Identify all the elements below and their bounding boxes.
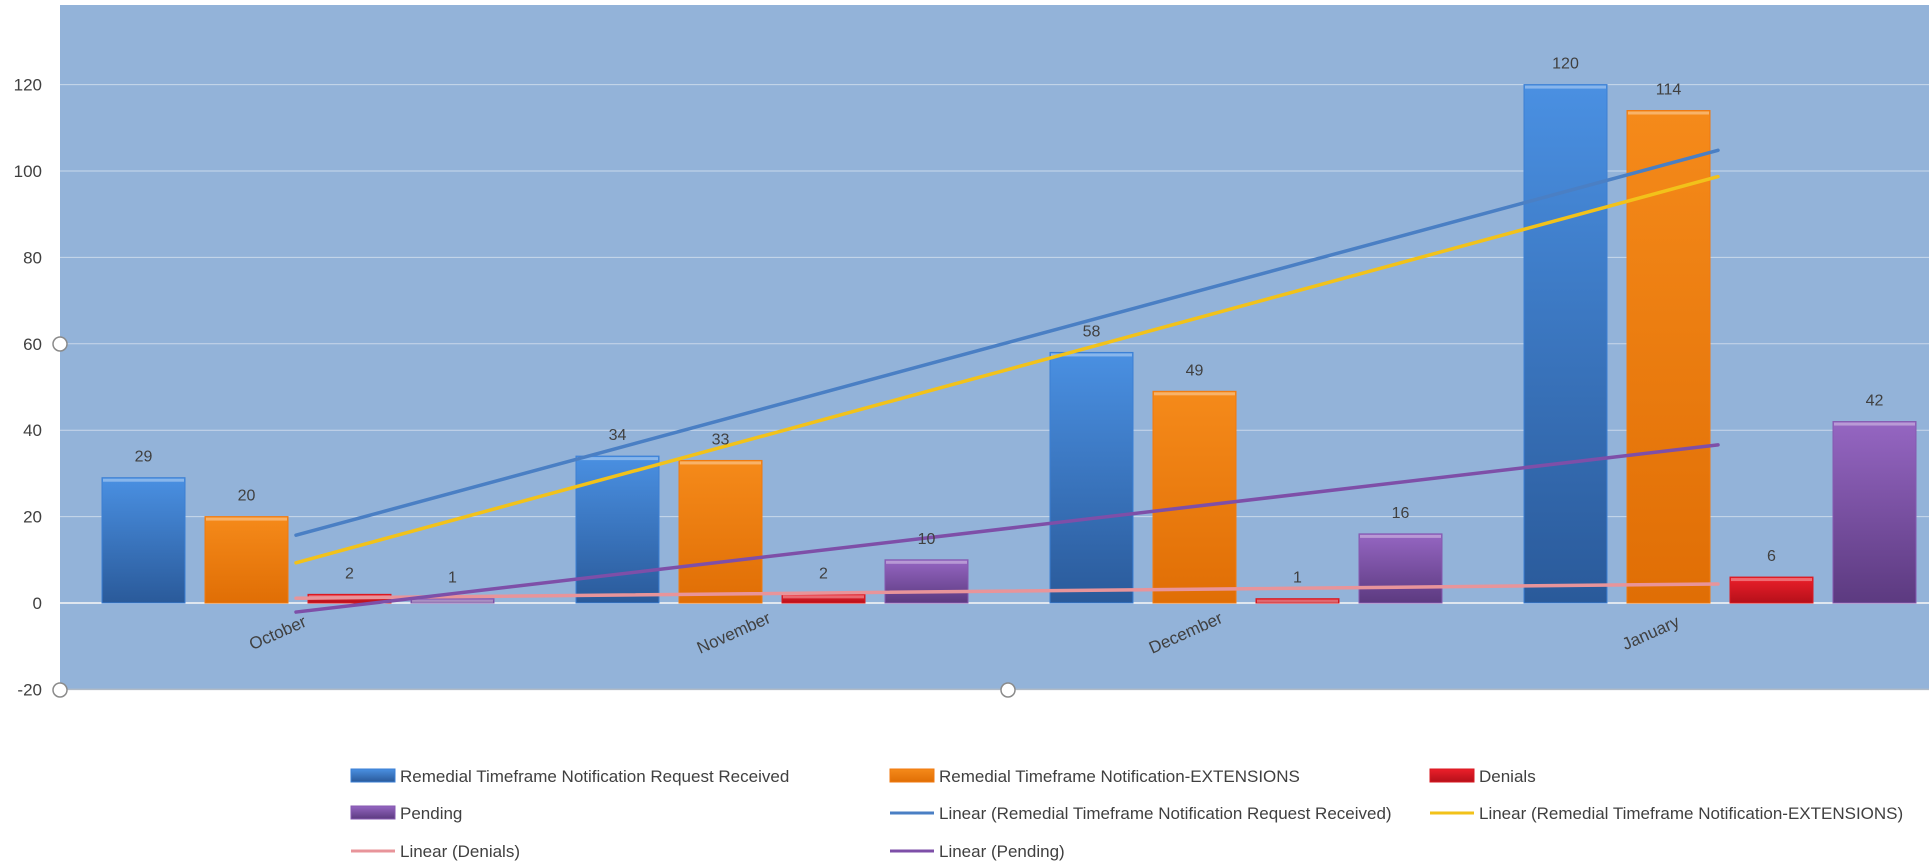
data-label: 10 [918,531,936,548]
bar [1255,598,1340,604]
y-tick-label: 40 [23,421,42,440]
legend-swatch [889,768,935,783]
data-label: 42 [1866,393,1884,410]
bar [1049,351,1134,604]
bar-highlight [103,478,184,482]
bar [204,516,289,604]
legend-label: Linear (Remedial Timeframe Notification … [939,804,1392,823]
y-tick-label: 20 [23,508,42,527]
bar [1626,110,1711,604]
bar [575,455,660,604]
bar [1152,390,1237,604]
bar [1358,533,1443,604]
bar-highlight [1834,422,1915,426]
bar-highlight [1257,599,1338,603]
bars [101,84,1917,604]
data-label: 1 [448,570,457,587]
bar-highlight [1525,85,1606,89]
bar [678,459,763,604]
legend-swatch [350,805,396,820]
data-label: 49 [1186,362,1204,379]
data-label: 114 [1656,82,1682,99]
legend-label: Linear (Pending) [939,842,1065,861]
bar [410,598,495,604]
y-tick-label: 0 [33,594,42,613]
y-tick-label: -20 [17,680,42,699]
data-label: 16 [1392,505,1410,522]
y-tick-label: 100 [14,162,42,181]
data-label: 2 [345,565,354,582]
bar [1729,576,1814,604]
trendline [294,148,1720,537]
selection-handles[interactable] [52,336,1016,698]
bar [1832,421,1917,604]
y-tick-label: 60 [23,335,42,354]
resize-handle-bottom-middle[interactable] [1000,682,1016,698]
data-label: 58 [1083,323,1101,340]
legend-label: Linear (Remedial Timeframe Notification-… [1479,804,1903,823]
bar-highlight [1154,392,1235,396]
bar [101,477,186,604]
y-tick-label: 120 [14,76,42,95]
bar-highlight [206,517,287,521]
bar-highlight [886,560,967,564]
data-label: 1 [1293,570,1302,587]
legend-swatch [1429,768,1475,783]
bar-highlight [680,461,761,465]
legend-label: Linear (Denials) [400,842,520,861]
trendline [294,174,1720,565]
data-label: 33 [712,431,730,448]
resize-handle-left-middle[interactable] [52,336,68,352]
bar [1523,84,1608,604]
bar-highlight [412,599,493,603]
bar-highlight [1051,353,1132,357]
data-label: 20 [238,488,256,505]
legend-swatch [350,768,396,783]
trendline [294,443,1720,614]
data-label: 120 [1552,56,1579,73]
data-label: 29 [135,449,153,466]
resize-handle-bottom-left[interactable] [52,682,68,698]
bar-highlight [1731,578,1812,582]
legend-label: Remedial Timeframe Notification Request … [400,767,789,786]
data-label: 2 [819,565,828,582]
bar-highlight [783,595,864,599]
legend-label: Denials [1479,767,1536,786]
trendline [294,582,1720,600]
y-tick-label: 80 [23,248,42,267]
data-label: 34 [609,427,627,444]
legend-label: Remedial Timeframe Notification-EXTENSIO… [939,767,1300,786]
bar [884,559,969,604]
bar-highlight [1628,111,1709,115]
y-axis: -20 0 20 40 60 80 100 120 [14,76,42,700]
trendlines [294,148,1720,614]
data-label: 6 [1767,548,1776,565]
legend: Remedial Timeframe Notification Request … [350,767,1903,861]
legend-label: Pending [400,804,462,823]
bar-highlight [1360,534,1441,538]
bar-highlight [577,457,658,461]
